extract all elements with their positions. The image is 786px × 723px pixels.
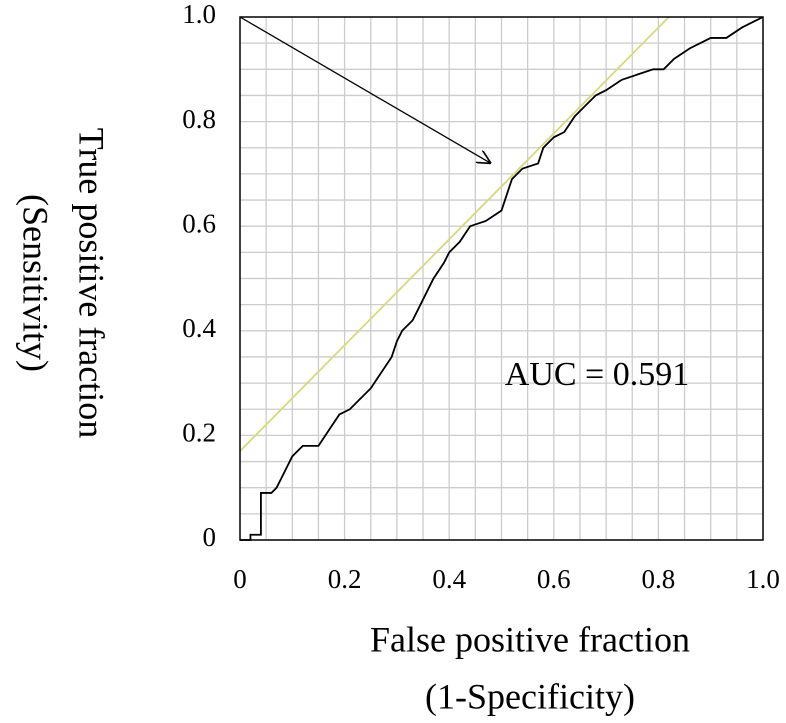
annotation: AUC = 0.591 <box>505 356 689 393</box>
y-tick-label: 0.2 <box>182 418 216 448</box>
y-tick-label: 1.0 <box>182 0 216 29</box>
x-tick-label: 0.4 <box>432 564 466 594</box>
x-tick-label: 1.0 <box>746 564 780 594</box>
y-axis-label: True positive fraction <box>72 128 112 439</box>
x-tick-label: 0 <box>233 564 247 594</box>
y-axis-label: (Sensitivity) <box>16 194 56 372</box>
x-tick-label: 0.2 <box>328 564 362 594</box>
plot-frame <box>239 16 764 541</box>
x-tick-label: 0.8 <box>642 564 676 594</box>
x-tick-label: 0.6 <box>537 564 571 594</box>
line <box>239 16 670 452</box>
y-tick-label: 0.6 <box>182 208 216 238</box>
line <box>240 16 764 541</box>
y-tick-label: 0 <box>203 522 217 552</box>
x-axis-label: False positive fraction <box>370 619 690 659</box>
x-axis-label: (1-Specificity) <box>425 676 635 716</box>
y-tick-label: 0.8 <box>182 104 216 134</box>
y-tick-label: 0.4 <box>182 313 216 343</box>
arrow <box>239 16 491 163</box>
